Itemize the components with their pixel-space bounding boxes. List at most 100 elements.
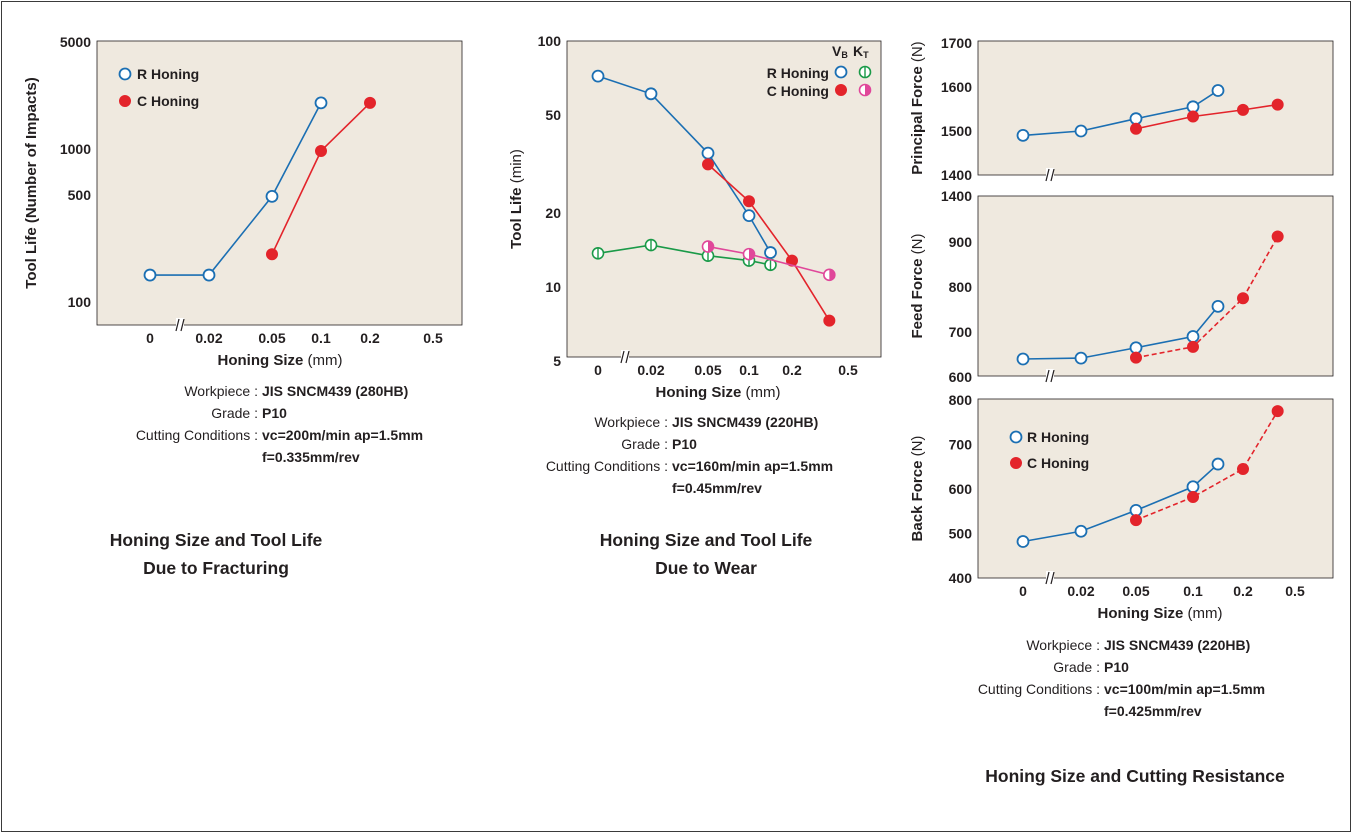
condition-label bbox=[128, 446, 258, 468]
conditions-wear: Workpiece : JIS SNCM439 (220HB) Grade : P10… bbox=[530, 411, 833, 499]
title-fracture: Honing Size and Tool Life Due to Fractur… bbox=[86, 526, 346, 582]
y-tick-label: 100 bbox=[68, 294, 92, 310]
x-axis-label-unit: (mm) bbox=[741, 384, 780, 401]
y-tick-label: 700 bbox=[949, 324, 973, 340]
condition-row: Workpiece : JIS SNCM439 (220HB) bbox=[970, 634, 1265, 656]
data-point-back-0-3 bbox=[1186, 480, 1200, 494]
y-tick-label: 50 bbox=[545, 107, 561, 123]
data-point-fracture-0-1 bbox=[202, 268, 216, 282]
x-tick-label: 0.05 bbox=[1122, 583, 1149, 599]
data-point-wear-3-2 bbox=[823, 268, 836, 282]
series-line-principal-1 bbox=[1135, 103, 1278, 130]
y-tick-label: 100 bbox=[538, 33, 562, 49]
title-wear: Honing Size and Tool Life Due to Wear bbox=[571, 526, 841, 582]
y-tick-label: 800 bbox=[949, 279, 973, 295]
condition-label: Workpiece : bbox=[1026, 637, 1100, 653]
axis-break-icon bbox=[1045, 571, 1055, 585]
condition-value: vc=200m/min ap=1.5mm bbox=[262, 427, 424, 443]
y-axis-label: Feed Force (N) bbox=[909, 233, 926, 338]
y-tick-label: 1500 bbox=[941, 123, 972, 139]
y-axis-label: Principal Force (N) bbox=[909, 41, 926, 174]
y-axis-label-name: Tool Life (Number of Impacts) bbox=[23, 77, 40, 288]
condition-value: P10 bbox=[262, 405, 287, 421]
x-tick-label: 0 bbox=[1019, 583, 1027, 599]
plot-area-wear bbox=[566, 40, 882, 358]
y-tick-label: 700 bbox=[949, 437, 973, 453]
condition-label: Cutting Conditions : bbox=[977, 681, 1100, 697]
x-axis-label-name: Honing Size bbox=[656, 384, 742, 401]
x-axis-label-unit: (mm) bbox=[303, 352, 342, 369]
legend-label: C Honing bbox=[1027, 455, 1089, 471]
data-point-principal-1-3 bbox=[1271, 98, 1284, 111]
data-point-principal-0-4 bbox=[1211, 84, 1225, 97]
data-point-back-0-4 bbox=[1211, 457, 1225, 471]
condition-label: Workpiece : bbox=[184, 383, 258, 399]
condition-value: JIS SNCM439 (220HB) bbox=[1104, 637, 1251, 653]
condition-row: Cutting Conditions : vc=200m/min ap=1.5mm bbox=[128, 424, 423, 446]
data-point-wear-0-0 bbox=[591, 69, 605, 83]
legend-fracture: R Honing C Honing bbox=[137, 66, 199, 109]
legend-label: R Honing bbox=[137, 66, 199, 82]
data-point-feed-0-2 bbox=[1129, 341, 1143, 355]
data-point-principal-1-1 bbox=[1187, 110, 1199, 123]
x-axis-label: Honing Size (mm) bbox=[656, 384, 781, 401]
data-point-feed-1-2 bbox=[1237, 292, 1249, 305]
condition-label: Cutting Conditions : bbox=[545, 458, 668, 474]
data-point-feed-0-0 bbox=[1016, 352, 1030, 366]
data-point-wear-0-3 bbox=[742, 209, 756, 223]
condition-value: f=0.425mm/rev bbox=[1104, 703, 1202, 719]
y-tick-label: 20 bbox=[545, 205, 561, 221]
data-point-principal-1-0 bbox=[1130, 122, 1142, 135]
condition-row: Grade : P10 bbox=[970, 656, 1265, 678]
plot-area-fracture bbox=[96, 40, 463, 326]
plot-area-back bbox=[977, 398, 1334, 579]
title-fracture-line1: Honing Size and Tool Life bbox=[109, 530, 323, 550]
data-point-feed-1-1 bbox=[1187, 340, 1199, 353]
data-point-fracture-1-2 bbox=[364, 96, 376, 109]
condition-label: Grade : bbox=[1053, 659, 1100, 675]
y-tick-label: 5 bbox=[553, 353, 561, 369]
y-tick-label: 1700 bbox=[941, 35, 972, 51]
data-point-wear-2-0 bbox=[702, 158, 714, 171]
data-point-fracture-0-0 bbox=[143, 268, 157, 282]
data-point-fracture-0-3 bbox=[314, 96, 328, 110]
data-point-wear-0-1 bbox=[644, 87, 658, 101]
x-tick-label: 0.02 bbox=[1067, 583, 1094, 599]
legend-header-vb: VB bbox=[832, 43, 848, 60]
condition-label bbox=[970, 700, 1100, 722]
y-axis-label-name: Principal Force bbox=[909, 66, 926, 174]
condition-row: Grade : P10 bbox=[530, 433, 833, 455]
x-tick-label: 0.5 bbox=[423, 330, 443, 346]
data-point-wear-1-2 bbox=[701, 249, 715, 262]
legend-marker bbox=[1010, 457, 1022, 469]
legend-header-kt: KT bbox=[853, 43, 869, 60]
title-resistance: Honing Size and Cutting Resistance bbox=[930, 762, 1340, 790]
legend-marker bbox=[834, 65, 848, 79]
axis-break-icon bbox=[1045, 168, 1055, 182]
legend-label: C Honing bbox=[767, 83, 829, 99]
condition-row: Workpiece : JIS SNCM439 (220HB) bbox=[530, 411, 833, 433]
legend-marker bbox=[118, 67, 132, 81]
x-tick-label: 0 bbox=[146, 330, 154, 346]
data-point-back-1-3 bbox=[1271, 405, 1284, 418]
x-tick-label: 0.1 bbox=[311, 330, 331, 346]
condition-label: Grade : bbox=[211, 405, 258, 421]
condition-row: Cutting Conditions : vc=100m/min ap=1.5mm bbox=[970, 678, 1265, 700]
data-point-principal-0-1 bbox=[1074, 124, 1088, 138]
condition-row: f=0.335mm/rev bbox=[128, 446, 423, 468]
y-tick-label: 5000 bbox=[60, 34, 91, 50]
condition-label: Cutting Conditions : bbox=[135, 427, 258, 443]
x-tick-label: 0.2 bbox=[360, 330, 380, 346]
legend-marker bbox=[1009, 430, 1023, 444]
x-axis-label-unit: (mm) bbox=[1183, 605, 1222, 622]
data-point-principal-1-2 bbox=[1237, 103, 1249, 116]
y-tick-label: 500 bbox=[68, 187, 92, 203]
data-point-wear-3-1 bbox=[742, 247, 756, 261]
data-point-feed-1-0 bbox=[1130, 351, 1142, 364]
condition-label: Workpiece : bbox=[594, 414, 668, 430]
conditions-fracture: Workpiece : JIS SNCM439 (280HB) Grade : P10… bbox=[128, 380, 423, 468]
y-tick-label: 600 bbox=[949, 369, 973, 385]
x-tick-label: 0.05 bbox=[258, 330, 285, 346]
x-axis-label: Honing Size (mm) bbox=[218, 352, 343, 369]
